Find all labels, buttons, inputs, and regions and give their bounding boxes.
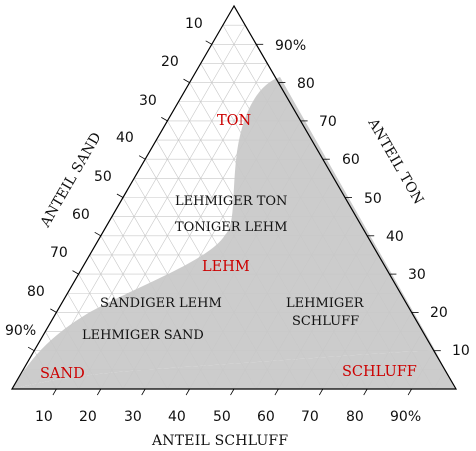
ton-tick: 30 xyxy=(408,267,426,283)
sand-tick-mark xyxy=(50,308,57,313)
grid-line xyxy=(22,369,35,390)
grid-line xyxy=(111,216,213,390)
schluff-tick-mark xyxy=(52,388,57,396)
grid-lines xyxy=(22,24,446,390)
grid-line xyxy=(255,216,357,390)
schluff-tick: 70 xyxy=(301,409,319,425)
region-label-toniger-lehm: TONIGER LEHM xyxy=(175,220,287,235)
grid-line xyxy=(389,331,423,390)
sand-tick-mark xyxy=(183,78,190,83)
schluff-tick-mark xyxy=(274,388,279,396)
schluff-axis-title: ANTEIL SCHLUFF xyxy=(151,433,288,449)
schluff-tick: 20 xyxy=(79,409,97,425)
region-label-sand: SAND xyxy=(40,366,85,382)
ton-tick: 60 xyxy=(342,152,360,168)
schluff-tick: 80 xyxy=(346,409,364,425)
shaded-region-upper xyxy=(12,77,435,389)
schluff-tick-mark xyxy=(318,388,324,396)
sand-tick: 10 xyxy=(185,16,203,32)
sand-tick-mark xyxy=(72,270,79,275)
schluff-tick: 50 xyxy=(213,409,231,425)
schluff-axis-ticks: 10 20 30 40 50 60 70 80 90% xyxy=(35,409,421,425)
grid-line xyxy=(222,24,435,390)
grid-line xyxy=(344,293,401,390)
region-label-sandiger-lehm: SANDIGER LEHM xyxy=(100,296,222,311)
grid-line xyxy=(100,82,279,390)
sand-tick-mark xyxy=(116,193,124,198)
sand-axis-ticks: 10 20 30 40 50 60 70 80 90% xyxy=(5,16,203,339)
grid-line xyxy=(167,120,324,390)
grid-line xyxy=(33,24,246,390)
region-label-lehmiger-schluff-line1: LEHMIGER xyxy=(286,296,365,311)
region-label-ton: TON xyxy=(217,113,252,129)
sand-tick-mark xyxy=(94,231,101,237)
sand-tick: 70 xyxy=(50,245,68,261)
grid-line xyxy=(89,254,168,390)
grid-line xyxy=(144,120,301,390)
tick-marks xyxy=(27,40,441,396)
schluff-tick: 10 xyxy=(35,409,53,425)
ton-tick: 90% xyxy=(275,38,306,54)
sand-tick: 50 xyxy=(94,169,112,185)
grid-line xyxy=(45,331,79,390)
ton-tick: 40 xyxy=(386,229,404,245)
grid-line xyxy=(167,139,312,390)
grid-line xyxy=(78,63,268,390)
sand-tick: 40 xyxy=(116,130,134,146)
sand-tick: 90% xyxy=(5,323,36,339)
schluff-tick: 60 xyxy=(257,409,275,425)
region-label-lehmiger-sand: LEHMIGER SAND xyxy=(82,328,204,343)
grid-line xyxy=(133,178,257,390)
sand-tick: 20 xyxy=(161,54,179,70)
region-label-lehmiger-schluff-line2: SCHLUFF xyxy=(292,314,359,329)
sand-tick-mark xyxy=(138,155,146,160)
grid-line xyxy=(189,82,368,390)
shaded-region xyxy=(12,350,455,389)
grid-line xyxy=(300,254,379,390)
sand-tick: 30 xyxy=(139,93,157,109)
schluff-tick-mark xyxy=(230,388,235,396)
grid-line xyxy=(211,178,335,390)
sand-tick-mark xyxy=(27,346,35,352)
grid-line xyxy=(433,369,446,390)
grid-line xyxy=(122,101,290,390)
region-label-schluff: SCHLUFF xyxy=(342,364,417,380)
ton-axis-ticks: 10 20 30 40 50 60 70 80 90% xyxy=(275,38,470,359)
sand-tick-mark xyxy=(205,40,212,45)
ton-tick: 80 xyxy=(297,76,315,92)
region-label-lehmiger-ton: LEHMIGER TON xyxy=(175,194,287,209)
schluff-tick-mark xyxy=(185,388,190,396)
schluff-tick: 30 xyxy=(124,409,142,425)
schluff-tick-mark xyxy=(141,388,146,396)
schluff-tick: 40 xyxy=(168,409,186,425)
ton-tick: 70 xyxy=(319,114,337,130)
ton-tick: 50 xyxy=(364,191,382,207)
region-label-lehm: LEHM xyxy=(202,259,250,275)
grid-line xyxy=(156,139,301,390)
grid-line xyxy=(200,63,390,390)
schluff-tick-mark xyxy=(96,388,102,396)
grid-line xyxy=(178,101,346,390)
sand-tick: 80 xyxy=(27,284,45,300)
schluff-tick: 90% xyxy=(390,409,421,425)
sand-tick-mark xyxy=(161,117,168,122)
grid-line xyxy=(211,44,412,390)
grid-line xyxy=(67,293,124,390)
schluff-tick-mark xyxy=(363,388,368,396)
grid-line xyxy=(56,44,257,390)
ton-tick: 20 xyxy=(430,305,448,321)
sand-tick: 60 xyxy=(72,207,90,223)
schluff-tick-mark xyxy=(407,388,412,396)
ton-tick: 10 xyxy=(452,343,470,359)
